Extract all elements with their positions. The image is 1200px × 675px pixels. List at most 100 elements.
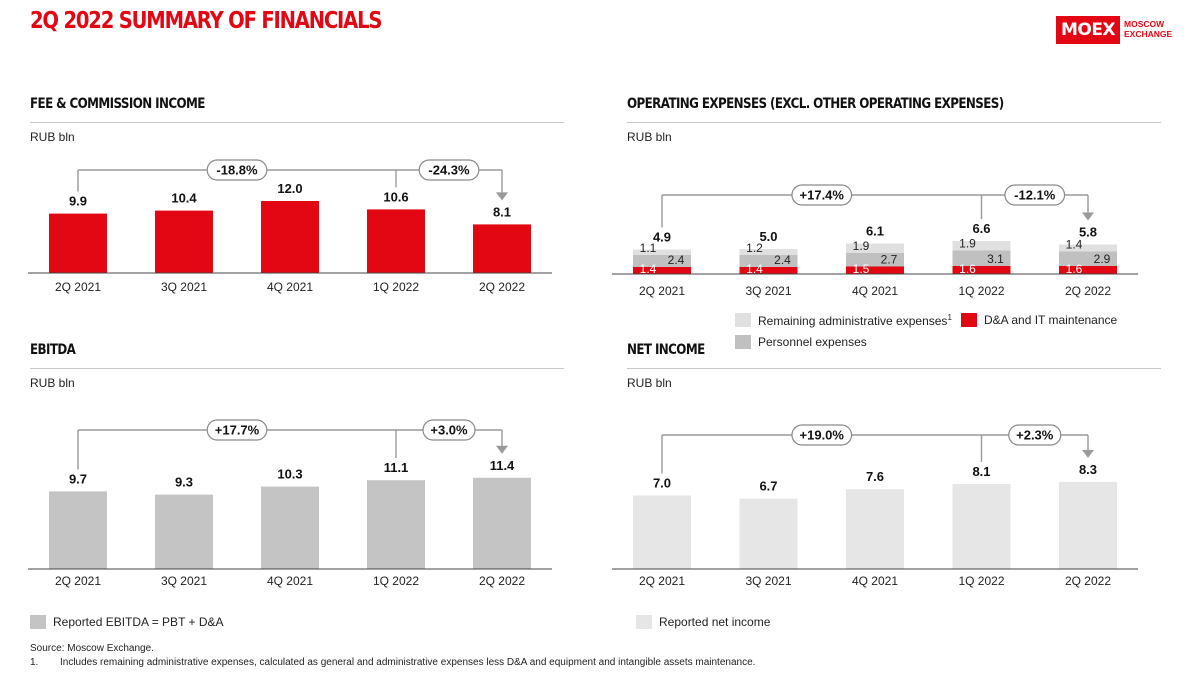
- opex-change-label: -12.1%: [1014, 188, 1056, 203]
- net-panel-rule: [627, 368, 1161, 369]
- ebitda-value-label: 11.4: [490, 458, 515, 473]
- opex-segment: [952, 241, 1011, 251]
- net-value-label: 8.1: [972, 464, 990, 479]
- opex-total-label: 6.6: [972, 221, 990, 236]
- opex-unit-label: RUB bln: [627, 130, 672, 144]
- ebitda-value-label: 9.3: [175, 475, 193, 490]
- net-value-label: 6.7: [759, 479, 777, 494]
- opex-segment-label: 1.6: [1066, 262, 1083, 276]
- footnote-text: Includes remaining administrative expens…: [60, 657, 756, 668]
- opex-change-pill: [791, 184, 853, 206]
- ebitda-panel-rule: [30, 368, 564, 369]
- fee-value-label: 10.4: [171, 191, 197, 206]
- net-change-pill: [791, 424, 853, 446]
- opex-segment: [846, 266, 904, 274]
- opex-segment-label: 1.2: [746, 241, 763, 255]
- page-title: 2Q 2022 SUMMARY OF FINANCIALS: [30, 8, 382, 34]
- opex-segment-label: 1.6: [959, 262, 976, 276]
- moex-logo: MOEX MOSCOW EXCHANGE: [1056, 16, 1185, 44]
- ebitda-bar: [367, 480, 425, 569]
- net-value-label: 8.3: [1079, 462, 1097, 477]
- net-panel-title: NET INCOME: [627, 342, 705, 358]
- fee-value-label: 8.1: [493, 204, 511, 219]
- ebitda-change-pill: [206, 419, 268, 441]
- fee-tick-label: 4Q 2021: [267, 280, 313, 294]
- opex-segment-label: 1.9: [853, 239, 870, 253]
- opex-tick-label: 3Q 2021: [745, 284, 791, 298]
- ebitda-value-label: 9.7: [69, 471, 87, 486]
- opex-segment: [952, 266, 1011, 274]
- ebitda-value-label: 11.1: [384, 460, 409, 475]
- net-value-label: 7.6: [866, 469, 884, 484]
- opex-tick-label: 1Q 2022: [958, 284, 1004, 298]
- ebitda-unit-label: RUB bln: [30, 376, 75, 390]
- legend-swatch-remaining-admin: [735, 313, 751, 327]
- opex-segment-label: 2.9: [1094, 252, 1111, 266]
- ebitda-arrow-head: [496, 445, 508, 454]
- fee-change-label: -24.3%: [428, 163, 470, 178]
- opex-total-label: 6.1: [866, 224, 884, 239]
- legend-label-da-it: D&A and IT maintenance: [984, 313, 1118, 327]
- ebitda-change-pill: [422, 419, 476, 441]
- ebitda-bar: [155, 494, 213, 569]
- opex-total-label: 4.9: [653, 230, 671, 245]
- fee-value-label: 12.0: [277, 181, 302, 196]
- opex-change-pill: [1004, 184, 1066, 206]
- opex-total-label: 5.8: [1079, 225, 1097, 240]
- net-value-label: 7.0: [653, 476, 671, 491]
- fee-value-label: 9.9: [69, 194, 87, 209]
- ebitda-change-label: +3.0%: [430, 423, 468, 438]
- fee-panel-title: FEE & COMMISSION INCOME: [30, 96, 205, 112]
- footnote-number: 1.: [30, 657, 39, 668]
- fee-bar: [49, 213, 107, 273]
- legend-label-personnel: Personnel expenses: [758, 335, 867, 349]
- opex-segment: [633, 249, 691, 255]
- opex-panel-title: OPERATING EXPENSES (EXCL. OTHER OPERATIN…: [627, 96, 1004, 112]
- opex-segment: [846, 253, 904, 267]
- fee-bar: [261, 201, 319, 273]
- net-bar: [846, 489, 904, 569]
- opex-segment-label: 1.1: [640, 241, 657, 255]
- ebitda-bar: [473, 477, 531, 569]
- opex-segment: [739, 255, 798, 267]
- fee-tick-label: 2Q 2022: [479, 280, 525, 294]
- fee-bar: [473, 224, 531, 273]
- opex-segment: [846, 243, 904, 253]
- net-arrow-head: [1082, 449, 1094, 458]
- legend-label-remaining-admin: Remaining administrative expenses1: [758, 313, 952, 328]
- fee-tick-label: 2Q 2021: [55, 280, 101, 294]
- fee-tick-label: 1Q 2022: [373, 280, 419, 294]
- opex-tick-label: 4Q 2021: [852, 284, 898, 298]
- fee-change-pill: [418, 159, 480, 181]
- opex-panel-rule: [627, 122, 1161, 123]
- opex-segment: [633, 267, 691, 274]
- legend-label-ebitda: Reported EBITDA = PBT + D&A: [53, 615, 224, 629]
- ebitda-bar: [49, 491, 107, 569]
- legend-footnote-marker: 1: [947, 313, 952, 322]
- ebitda-tick-label: 2Q 2021: [55, 574, 101, 588]
- net-change-label: +2.3%: [1016, 428, 1054, 443]
- net-bar: [1059, 481, 1117, 569]
- opex-segment-label: 2.7: [881, 253, 898, 267]
- opex-tick-label: 2Q 2021: [639, 284, 685, 298]
- fee-arrow-head: [496, 192, 508, 201]
- net-tick-label: 1Q 2022: [958, 574, 1004, 588]
- opex-segment: [739, 267, 798, 274]
- net-tick-label: 2Q 2021: [639, 574, 685, 588]
- net-tick-label: 4Q 2021: [852, 574, 898, 588]
- opex-segment: [1059, 266, 1117, 274]
- legend-label-net-income: Reported net income: [659, 615, 771, 629]
- opex-segment-label: 1.4: [640, 262, 657, 276]
- logo-text: MOSCOW EXCHANGE: [1124, 19, 1173, 39]
- ebitda-panel-title: EBITDA: [30, 342, 76, 358]
- opex-segment-label: 1.5: [853, 262, 870, 276]
- legend-swatch-personnel: [735, 335, 751, 349]
- logo-mark: MOEX: [1056, 16, 1120, 44]
- opex-total-label: 5.0: [759, 229, 777, 244]
- ebitda-tick-label: 2Q 2022: [479, 574, 525, 588]
- opex-tick-label: 2Q 2022: [1065, 284, 1111, 298]
- legend-swatch-net-income: [636, 615, 652, 629]
- net-tick-label: 2Q 2022: [1065, 574, 1111, 588]
- opex-change-label: +17.4%: [800, 188, 845, 203]
